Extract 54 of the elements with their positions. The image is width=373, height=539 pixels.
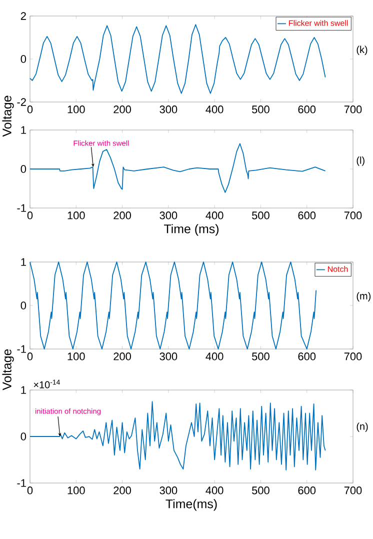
text: (m) [356, 292, 371, 302]
x-tick-label: 400 [206, 352, 224, 360]
x-axis-title: Time(ms) [166, 499, 217, 511]
x-tick-label: 0 [27, 212, 33, 220]
y-tick-label: -1 [17, 204, 26, 212]
x-tick-label: 400 [206, 106, 224, 114]
x-tick-label: 200 [114, 106, 131, 114]
y-tick-label: 0 [20, 432, 26, 440]
x-tick-label: 100 [68, 106, 85, 114]
x-tick-label: 400 [206, 212, 224, 220]
x-tick-label: 500 [252, 486, 270, 494]
x-tick-label: 0 [27, 106, 33, 114]
y-tick-label: 2 [20, 12, 26, 20]
y-tick-label: -2 [17, 98, 26, 106]
x-tick-label: 200 [114, 212, 131, 220]
x-tick-label: 500 [252, 352, 270, 360]
x-tick-label: 100 [68, 352, 85, 360]
x-tick-label: 300 [160, 486, 178, 494]
x-tick-label: 700 [344, 486, 362, 494]
x-tick-label: 200 [114, 486, 131, 494]
y-tick-label: 1 [21, 258, 26, 266]
x-tick-label: 600 [298, 352, 316, 360]
x-tick-label: 200 [114, 352, 131, 360]
text: ×10$^{-14}$ [34, 380, 60, 388]
x-tick-label: 100 [68, 212, 85, 220]
y-tick-label: -1 [17, 479, 26, 487]
x-tick-label: 600 [298, 106, 316, 114]
y-axis-title: Voltage [2, 349, 14, 390]
line-series [30, 262, 317, 350]
text: (k) [356, 46, 368, 56]
x-tick-label: 700 [344, 212, 362, 220]
y-tick-label: 0 [20, 302, 26, 310]
x-tick-label: 100 [68, 486, 85, 494]
y-tick-label: 0 [20, 55, 26, 63]
x-tick-label: 700 [344, 352, 362, 360]
x-tick-label: 300 [160, 106, 178, 114]
x-tick-label: 500 [252, 106, 270, 114]
x-tick-label: 700 [344, 106, 362, 114]
x-tick-label: 300 [160, 352, 178, 360]
x-tick-label: 0 [27, 486, 33, 494]
y-tick-label: 1 [21, 386, 26, 394]
y-tick-label: 0 [20, 165, 26, 173]
text: (n) [356, 422, 368, 432]
x-axis-title: Time (ms) [164, 224, 218, 236]
x-tick-label: 300 [160, 212, 178, 220]
text: (l) [356, 156, 364, 166]
x-tick-label: 400 [206, 486, 224, 494]
y-axis-title: Voltage [2, 96, 14, 137]
y-tick-label: 1 [21, 126, 26, 134]
x-tick-label: 600 [298, 212, 316, 220]
x-tick-label: 0 [27, 352, 33, 360]
x-tick-label: 600 [298, 486, 316, 494]
x-tick-label: 500 [252, 212, 270, 220]
y-tick-label: -1 [17, 345, 26, 353]
